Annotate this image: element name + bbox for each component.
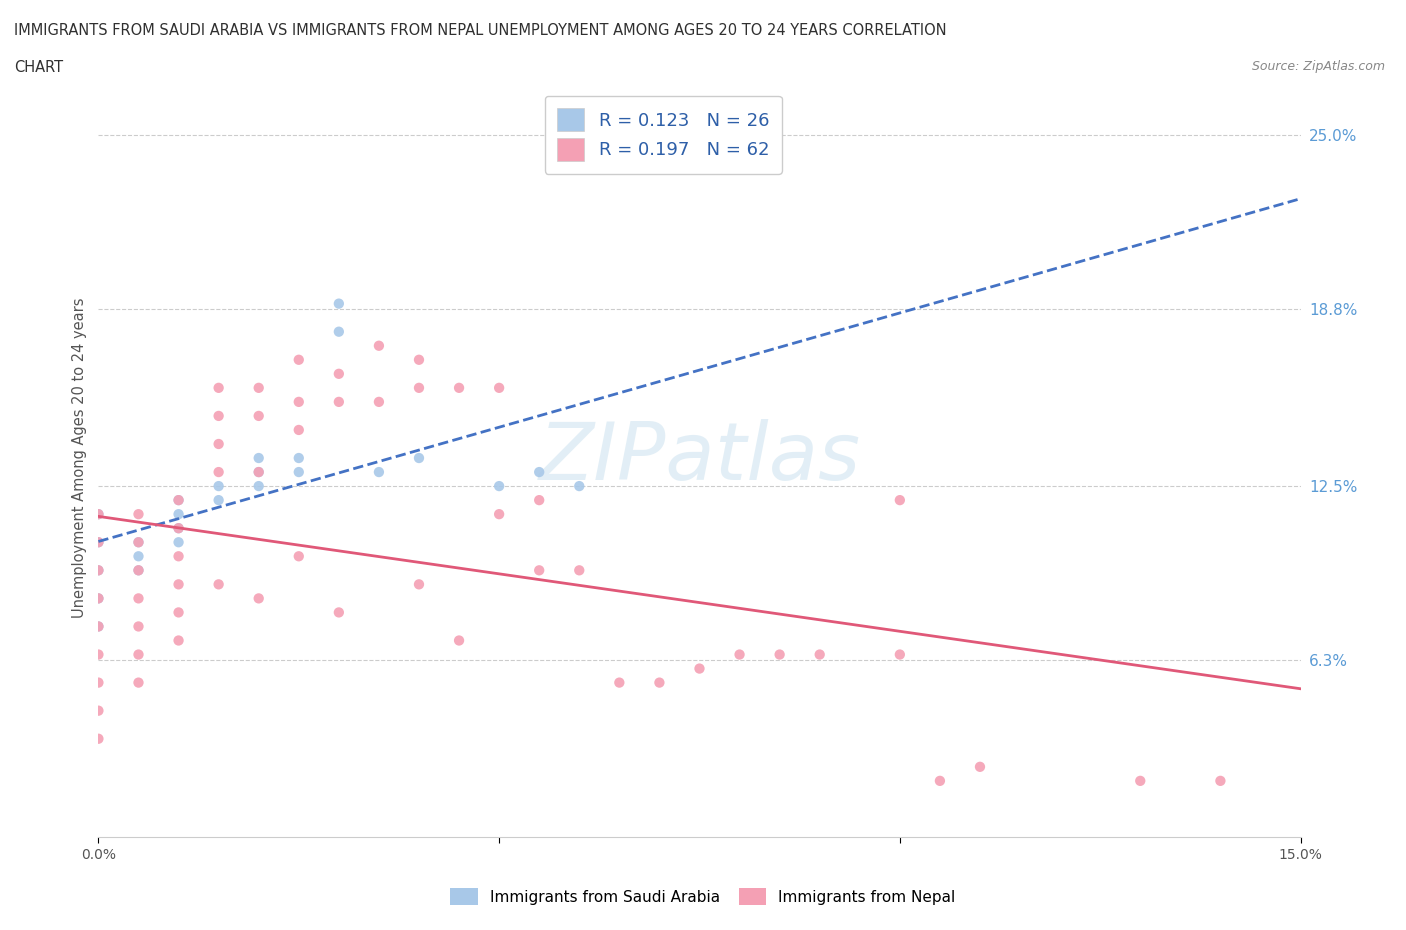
Point <box>648 675 671 690</box>
Point <box>128 549 150 564</box>
Point <box>247 465 270 480</box>
Point <box>87 535 110 550</box>
Point <box>889 493 911 508</box>
Point <box>128 563 150 578</box>
Point <box>889 647 911 662</box>
Point <box>128 619 150 634</box>
Point <box>408 352 430 367</box>
Point <box>87 619 110 634</box>
Point <box>247 408 270 423</box>
Point <box>87 619 110 634</box>
Point <box>87 507 110 522</box>
Point <box>167 493 190 508</box>
Point <box>328 296 350 311</box>
Point <box>728 647 751 662</box>
Point <box>808 647 831 662</box>
Point <box>87 647 110 662</box>
Point <box>328 325 350 339</box>
Point <box>87 535 110 550</box>
Text: Source: ZipAtlas.com: Source: ZipAtlas.com <box>1251 60 1385 73</box>
Point <box>609 675 631 690</box>
Point <box>208 479 231 494</box>
Point <box>288 465 311 480</box>
Point <box>408 451 430 466</box>
Point <box>368 465 391 480</box>
Point <box>247 380 270 395</box>
Point <box>408 380 430 395</box>
Point <box>368 339 391 353</box>
Point <box>167 493 190 508</box>
Text: IMMIGRANTS FROM SAUDI ARABIA VS IMMIGRANTS FROM NEPAL UNEMPLOYMENT AMONG AGES 20: IMMIGRANTS FROM SAUDI ARABIA VS IMMIGRAN… <box>14 23 946 38</box>
Point <box>167 605 190 620</box>
Point <box>408 577 430 591</box>
Point <box>87 507 110 522</box>
Point <box>87 563 110 578</box>
Point <box>568 479 591 494</box>
Point <box>167 507 190 522</box>
Point <box>87 675 110 690</box>
Point <box>167 521 190 536</box>
Point <box>208 436 231 451</box>
Point <box>288 394 311 409</box>
Point <box>128 591 150 605</box>
Point <box>208 380 231 395</box>
Point <box>969 760 991 775</box>
Point <box>208 465 231 480</box>
Point <box>929 774 952 789</box>
Point <box>529 465 551 480</box>
Point <box>689 661 711 676</box>
Point <box>87 563 110 578</box>
Point <box>167 549 190 564</box>
Point <box>128 675 150 690</box>
Point <box>488 479 510 494</box>
Point <box>167 633 190 648</box>
Point <box>568 563 591 578</box>
Text: CHART: CHART <box>14 60 63 75</box>
Point <box>288 352 311 367</box>
Point <box>208 408 231 423</box>
Point <box>87 731 110 746</box>
Point <box>488 507 510 522</box>
Point <box>368 394 391 409</box>
Point <box>167 535 190 550</box>
Point <box>247 479 270 494</box>
Point <box>328 366 350 381</box>
Point <box>247 591 270 605</box>
Y-axis label: Unemployment Among Ages 20 to 24 years: Unemployment Among Ages 20 to 24 years <box>72 298 87 618</box>
Point <box>447 633 470 648</box>
Point <box>128 535 150 550</box>
Point <box>529 493 551 508</box>
Text: ZIPatlas: ZIPatlas <box>538 419 860 497</box>
Point <box>128 563 150 578</box>
Point <box>488 380 510 395</box>
Point <box>87 591 110 605</box>
Point <box>87 591 110 605</box>
Point <box>208 577 231 591</box>
Point <box>128 535 150 550</box>
Point <box>328 605 350 620</box>
Point <box>87 703 110 718</box>
Point <box>1129 774 1152 789</box>
Point <box>247 451 270 466</box>
Point <box>288 451 311 466</box>
Point <box>1209 774 1232 789</box>
Point <box>447 380 470 395</box>
Point <box>769 647 792 662</box>
Point <box>288 422 311 437</box>
Point <box>247 465 270 480</box>
Point <box>328 394 350 409</box>
Point <box>128 647 150 662</box>
Point <box>128 507 150 522</box>
Legend: R = 0.123   N = 26, R = 0.197   N = 62: R = 0.123 N = 26, R = 0.197 N = 62 <box>544 96 782 174</box>
Point <box>167 521 190 536</box>
Point <box>529 563 551 578</box>
Legend: Immigrants from Saudi Arabia, Immigrants from Nepal: Immigrants from Saudi Arabia, Immigrants… <box>443 880 963 913</box>
Point <box>208 493 231 508</box>
Point <box>167 577 190 591</box>
Point <box>288 549 311 564</box>
